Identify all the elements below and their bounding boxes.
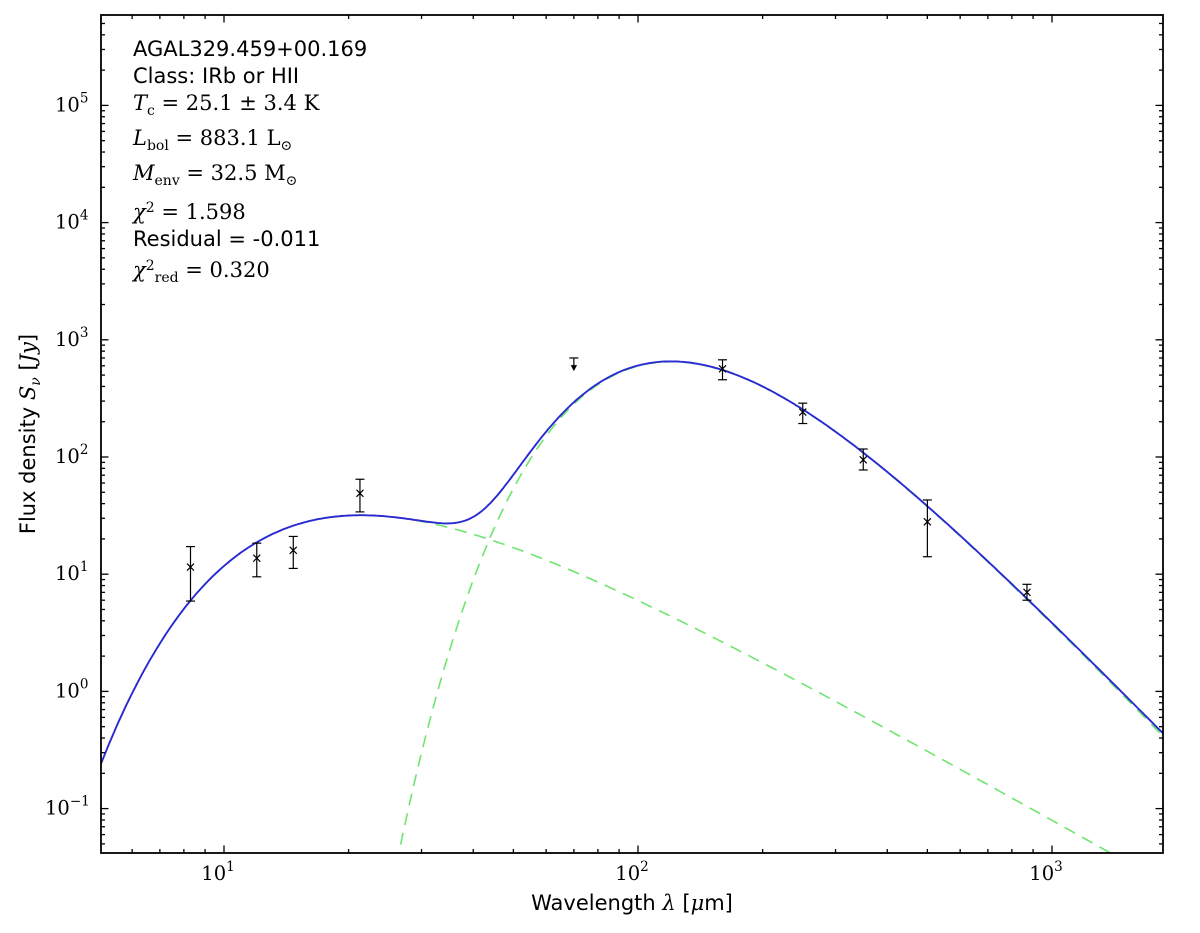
x-marker xyxy=(289,546,298,555)
cold-component-curve xyxy=(397,360,1163,853)
class-line: Class: IRb or HII xyxy=(133,64,300,88)
y-tick-label: 101 xyxy=(55,559,88,585)
x-axis-label: Wavelength λ [μm] xyxy=(531,891,733,915)
data-point xyxy=(922,499,932,558)
sun-symbol: ⊙ xyxy=(280,138,293,154)
x-marker xyxy=(859,455,868,464)
x-marker xyxy=(718,364,727,373)
tick-labels: 101 102 103 10−1 100 101 102 103 104 105 xyxy=(45,90,1063,885)
y-tick-label: 104 xyxy=(55,208,88,234)
data-point xyxy=(185,545,195,602)
x-tick-label: 101 xyxy=(201,859,234,885)
data-point xyxy=(252,542,262,578)
reduced-chi-squared-line: χ2red = 0.320 xyxy=(133,258,270,286)
x-marker xyxy=(186,563,195,572)
total-fit-curve xyxy=(101,360,1163,765)
flux-symbol: S xyxy=(16,385,40,401)
data-point xyxy=(798,402,808,425)
fit-info-box: AGAL329.459+00.169 Class: IRb or HII Tc … xyxy=(133,36,367,292)
mass-symbol: M xyxy=(133,161,155,185)
data-points xyxy=(185,357,1032,602)
y-tick-label: 10−1 xyxy=(45,794,90,820)
y-tick-label: 105 xyxy=(55,90,88,116)
axes-frame xyxy=(100,14,1164,854)
dust-temperature-line: Tc = 25.1 ± 3.4 K xyxy=(133,91,320,119)
y-tick-label: 102 xyxy=(55,442,88,468)
chi-squared-line: χ2 = 1.598 xyxy=(133,200,246,224)
hot-component-curve xyxy=(101,514,1113,853)
data-point xyxy=(718,359,728,381)
data-point xyxy=(355,478,365,513)
x-marker xyxy=(923,517,932,526)
x-tick-label: 103 xyxy=(1029,859,1062,885)
residual-line: Residual = -0.011 xyxy=(133,227,321,251)
y-tick-label: 103 xyxy=(55,325,88,351)
source-name: AGAL329.459+00.169 xyxy=(133,37,368,61)
x-marker xyxy=(252,554,261,563)
y-axis-label: Flux density Sν [Jy] xyxy=(16,333,44,535)
upper-limit-arrowhead xyxy=(570,365,578,372)
data-point xyxy=(1022,583,1032,601)
chi-symbol: χ xyxy=(133,200,146,224)
upper-limit-marker xyxy=(569,357,579,372)
x-marker xyxy=(798,408,807,416)
model-curves xyxy=(101,360,1163,853)
data-point xyxy=(288,535,298,570)
data-point xyxy=(858,448,868,471)
x-marker xyxy=(356,489,364,498)
envelope-mass-line: Menv = 32.5 M⊙ xyxy=(133,161,298,189)
axis-ticks xyxy=(101,15,1163,853)
temperature-symbol: T xyxy=(133,91,148,115)
x-tick-label: 102 xyxy=(615,859,648,885)
chi-symbol: χ xyxy=(133,258,146,282)
sun-symbol: ⊙ xyxy=(285,173,298,189)
x-marker xyxy=(1023,588,1031,597)
luminosity-symbol: L xyxy=(133,126,147,150)
mu-symbol: μ xyxy=(690,891,705,915)
y-tick-label: 100 xyxy=(55,676,88,702)
luminosity-line: Lbol = 883.1 L⊙ xyxy=(133,126,293,154)
lambda-symbol: λ xyxy=(662,891,676,915)
